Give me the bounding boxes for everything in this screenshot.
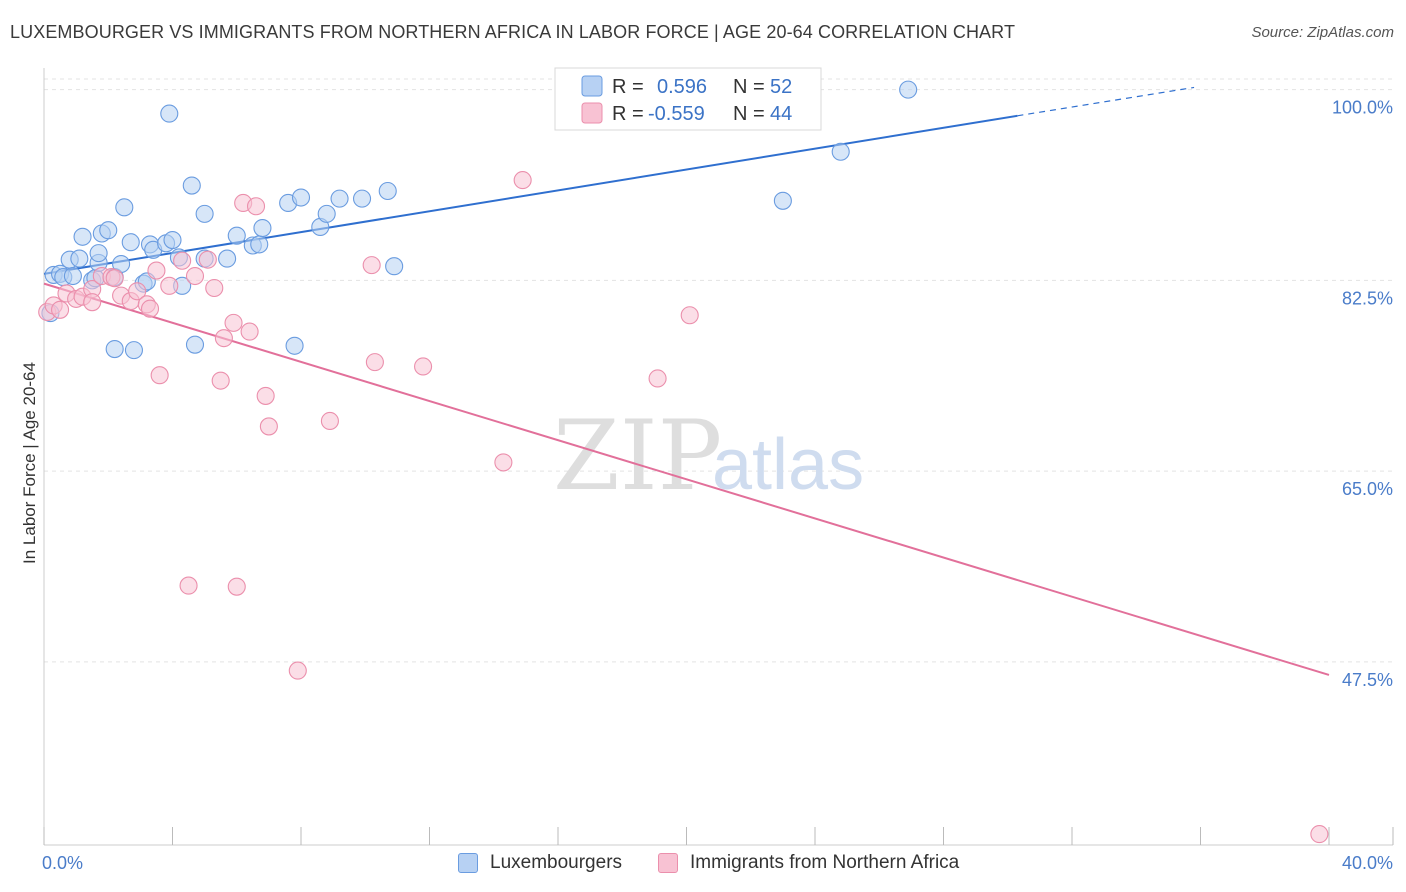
luxembourger-point-7 (73, 227, 92, 246)
luxembourger-point-34 (227, 226, 246, 245)
legend-r-value-1: 0.596 (657, 76, 707, 98)
luxembourger-point-33 (218, 249, 237, 268)
source-label: Source: ZipAtlas.com (1251, 24, 1394, 41)
legend-n-label-1: N = (733, 76, 765, 98)
legend-r-label-2: R = (612, 103, 644, 125)
legend-n-value-1: 52 (770, 76, 792, 98)
legend-label-luxembourgers: Luxembourgers (490, 852, 623, 873)
luxembourger-point-44 (352, 189, 372, 208)
y-tick-label-3: 47.5% (1342, 670, 1393, 690)
legend-label-immigrants: Immigrants from Northern Africa (690, 852, 960, 873)
immigrant-point-42 (1310, 825, 1329, 844)
luxembourger-point-39 (285, 336, 304, 355)
immigrant-point-17 (150, 366, 169, 385)
immigrant-point-26 (224, 313, 243, 332)
tick-label-layer: 100.0% 82.5% 65.0% 47.5% 0.0% 40.0% (42, 98, 1393, 873)
luxembourger-point-31 (195, 204, 214, 223)
correlation-legend: R = 0.596 N = 52 R = -0.559 N = 44 (554, 67, 822, 131)
legend-swatch-blue (581, 75, 603, 97)
legend-r-value-2: -0.559 (648, 103, 705, 125)
immigrant-point-10 (105, 269, 124, 288)
luxembourger-point-43 (330, 189, 349, 208)
legend-r-label-1: R = (612, 76, 644, 98)
immigrant-point-2 (51, 300, 70, 319)
trend-layer (43, 86, 1330, 676)
immigrant-point-33 (288, 661, 307, 680)
watermark-atlas: atlas (712, 425, 864, 505)
trendline-immigrants (43, 282, 1330, 676)
luxembourger-point-29 (182, 176, 201, 195)
series-legend: Luxembourgers Immigrants from Northern A… (0, 852, 1406, 878)
immigrant-point-37 (414, 357, 433, 376)
trendline-luxembourgers-extension (1017, 86, 1195, 117)
y-tick-label-2: 65.0% (1342, 479, 1393, 499)
luxembourger-point-40 (291, 188, 311, 207)
luxembourger-point-46 (385, 257, 404, 276)
y-tick-label-1: 82.5% (1342, 288, 1393, 308)
luxembourger-point-18 (105, 339, 124, 359)
luxembourger-point-19 (124, 341, 143, 360)
immigrant-point-31 (256, 386, 275, 405)
y-axis-label: In Labor Force | Age 20-64 (20, 362, 39, 564)
luxembourger-point-16 (115, 198, 134, 217)
luxembourger-point-42 (317, 204, 336, 223)
immigrant-point-36 (365, 353, 384, 372)
legend-n-label-2: N = (733, 103, 765, 125)
y-tick-label-0: 100.0% (1332, 98, 1393, 118)
immigrant-point-23 (205, 278, 224, 298)
immigrant-point-34 (320, 411, 339, 431)
luxembourger-point-6 (70, 249, 89, 268)
chart-title: LUXEMBOURGER VS IMMIGRANTS FROM NORTHERN… (10, 22, 1016, 42)
immigrant-point-24 (211, 371, 230, 390)
x-tick-label-0: 0.0% (42, 853, 83, 873)
luxembourger-point-13 (99, 221, 118, 240)
immigrant-point-21 (185, 266, 205, 286)
luxembourger-point-30 (185, 335, 205, 354)
axes-layer (43, 68, 1394, 846)
immigrant-point-29 (240, 322, 259, 341)
luxembourger-point-17 (121, 233, 140, 252)
immigrant-point-20 (179, 576, 198, 595)
immigrant-point-15 (140, 299, 160, 318)
grid-layer (44, 78, 1393, 663)
trendline-luxembourgers (43, 114, 1018, 275)
immigrant-point-39 (513, 171, 532, 190)
watermark-zip: ZIP (553, 400, 722, 512)
x-tick-label-1: 40.0% (1342, 853, 1393, 873)
immigrant-point-27 (227, 577, 246, 596)
legend-swatch-immigrants (658, 853, 678, 873)
legend-swatch-pink (581, 102, 603, 124)
immigrant-point-41 (680, 306, 699, 325)
luxembourger-point-45 (378, 181, 397, 201)
immigrant-point-30 (246, 197, 266, 216)
points-layer (38, 80, 1329, 844)
luxembourger-point-11 (89, 244, 108, 263)
immigrant-point-18 (160, 276, 179, 295)
luxembourger-point-48 (831, 142, 850, 161)
luxembourger-point-49 (899, 80, 918, 99)
immigrant-point-22 (198, 250, 217, 269)
luxembourger-point-5 (63, 266, 82, 286)
legend-item-immigrants[interactable]: Immigrants from Northern Africa (658, 852, 959, 874)
luxembourger-point-36 (250, 235, 269, 254)
legend-swatch-luxembourgers (458, 853, 478, 873)
luxembourger-point-37 (253, 219, 272, 238)
immigrant-point-16 (147, 261, 166, 280)
immigrant-point-7 (83, 293, 102, 312)
immigrant-point-13 (128, 282, 147, 301)
luxembourger-point-26 (163, 230, 182, 250)
immigrant-point-38 (494, 453, 513, 472)
immigrant-point-40 (648, 369, 667, 388)
luxembourger-point-25 (160, 104, 179, 123)
legend-item-luxembourgers[interactable]: Luxembourgers (458, 852, 622, 874)
legend-n-value-2: 44 (770, 103, 792, 125)
immigrant-point-25 (214, 329, 233, 348)
immigrant-point-32 (259, 417, 278, 436)
watermark: ZIP atlas (553, 400, 864, 512)
immigrant-point-19 (173, 251, 192, 270)
luxembourger-point-47 (773, 191, 792, 210)
immigrant-point-35 (362, 256, 381, 275)
